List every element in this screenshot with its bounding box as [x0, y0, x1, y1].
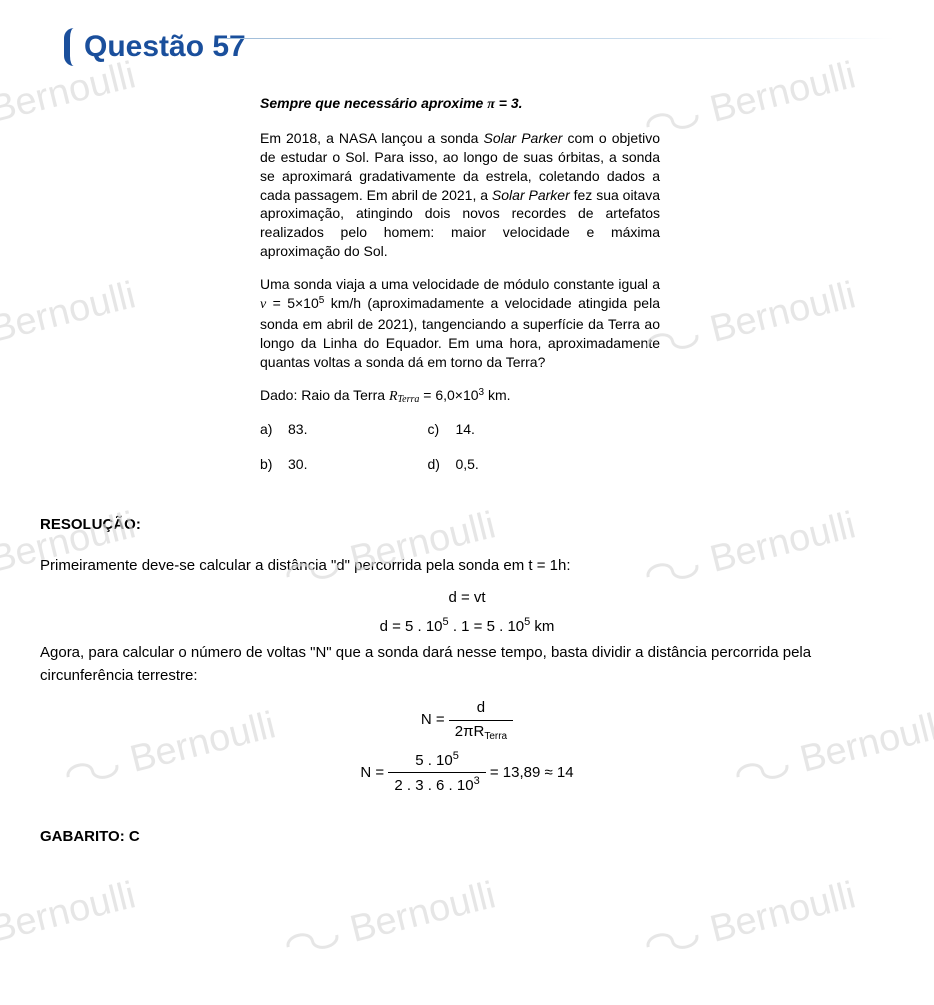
eq4-den: 2 . 3 . 6 . 103 [388, 773, 485, 798]
option-b-value: 30. [288, 455, 307, 474]
question-instruction: Sempre que necessário aproxime π = 3. [260, 94, 660, 115]
watermark-text: Bernoulli [706, 274, 860, 351]
solar-parker-1: Solar Parker [484, 130, 563, 146]
eq3-lhs: N = [421, 711, 449, 728]
option-d-value: 0,5. [455, 455, 478, 474]
option-a-value: 83. [288, 420, 307, 439]
pi-symbol: π [487, 97, 495, 112]
fraction-2: 5 . 105 2 . 3 . 6 . 103 [388, 748, 485, 798]
question-options: a) 83. b) 30. c) 14. d) 0,5. [260, 420, 660, 474]
resolution-eq1: d = vt [40, 587, 894, 610]
resolution-p1: Primeiramente deve-se calcular a distânc… [40, 555, 894, 578]
eq4-den-a: 2 . 3 . 6 . 10 [394, 777, 473, 794]
answer-key: GABARITO: C [40, 826, 894, 849]
dado-unit: km. [484, 387, 510, 403]
eq4-num-a: 5 . 10 [415, 752, 453, 769]
question-paragraph-2: Uma sonda viaja a uma velocidade de módu… [260, 275, 660, 371]
page: Bernoulli Bernoulli Bernoulli Bernoulli … [0, 0, 934, 1005]
watermark-text: Bernoulli [346, 874, 500, 951]
resolution-eq3: N = d 2πRTerra [40, 697, 894, 744]
option-c-value: 14. [455, 420, 474, 439]
eq4-lhs: N = [360, 764, 388, 781]
resolution-eq4: N = 5 . 105 2 . 3 . 6 . 103 = 13,89 ≈ 14 [40, 748, 894, 798]
option-a-label: a) [260, 420, 278, 439]
watermark: Bernoulli [0, 874, 140, 968]
sub-terra: Terra [398, 394, 420, 405]
eq4-num-exp: 5 [453, 750, 459, 762]
watermark: Bernoulli [638, 54, 860, 148]
var-R: R [389, 389, 398, 404]
option-column-left: a) 83. b) 30. [260, 420, 307, 474]
watermark: Bernoulli [0, 54, 140, 148]
eq3-den-sub: Terra [484, 731, 507, 742]
option-d-label: d) [427, 455, 445, 474]
para2-a: Uma sonda viaja a uma velocidade de módu… [260, 276, 660, 292]
option-c-label: c) [427, 420, 445, 439]
watermark-text: Bernoulli [0, 874, 140, 951]
option-c: c) 14. [427, 420, 478, 439]
dado-prefix: Dado: Raio da Terra [260, 387, 389, 403]
eq3-num: d [449, 697, 513, 721]
dado-eq: = 6,0×10 [419, 387, 478, 403]
option-column-right: c) 14. d) 0,5. [427, 420, 478, 474]
question-paragraph-1: Em 2018, a NASA lançou a sonda Solar Par… [260, 129, 660, 261]
watermark-text: Bernoulli [0, 274, 140, 351]
watermark-text: Bernoulli [706, 874, 860, 951]
solar-parker-2: Solar Parker [492, 187, 570, 203]
resolution-title: RESOLUÇÃO: [40, 514, 894, 537]
option-a: a) 83. [260, 420, 307, 439]
eq2-c: km [530, 618, 554, 635]
option-b-label: b) [260, 455, 278, 474]
para1-a: Em 2018, a NASA lançou a sonda [260, 130, 484, 146]
resolution-section: RESOLUÇÃO: Primeiramente deve-se calcula… [40, 514, 894, 848]
fraction-1: d 2πRTerra [449, 697, 513, 744]
eq3-den-a: 2πR [455, 723, 485, 740]
eq4-num: 5 . 105 [388, 748, 485, 774]
question-dado: Dado: Raio da Terra RTerra = 6,0×103 km. [260, 386, 660, 407]
watermark: Bernoulli [638, 874, 860, 968]
resolution-eq2: d = 5 . 105 . 1 = 5 . 105 km [40, 614, 894, 639]
eq2-a: d = 5 . 10 [380, 618, 443, 635]
eq4-den-exp: 3 [474, 775, 480, 787]
option-d: d) 0,5. [427, 455, 478, 474]
eq2-b: . 1 = 5 . 10 [449, 618, 524, 635]
watermark: Bernoulli [0, 274, 140, 368]
header-rule [219, 38, 894, 39]
watermark: Bernoulli [278, 874, 500, 968]
instruction-suffix: = 3. [495, 95, 523, 111]
eq3-den: 2πRTerra [449, 721, 513, 744]
question-number-title: Questão 57 [64, 28, 256, 66]
question-body: Sempre que necessário aproxime π = 3. Em… [260, 94, 660, 474]
para2-eq: = 5×10 [266, 295, 319, 311]
option-b: b) 30. [260, 455, 307, 474]
para2-unit: km/h (aproximadamente a velocidade ating… [260, 295, 660, 370]
instruction-prefix: Sempre que necessário aproxime [260, 95, 487, 111]
watermark: Bernoulli [638, 274, 860, 368]
resolution-p2: Agora, para calcular o número de voltas … [40, 642, 894, 687]
eq4-rhs: = 13,89 ≈ 14 [490, 764, 574, 781]
question-header: Questão 57 [64, 28, 894, 66]
